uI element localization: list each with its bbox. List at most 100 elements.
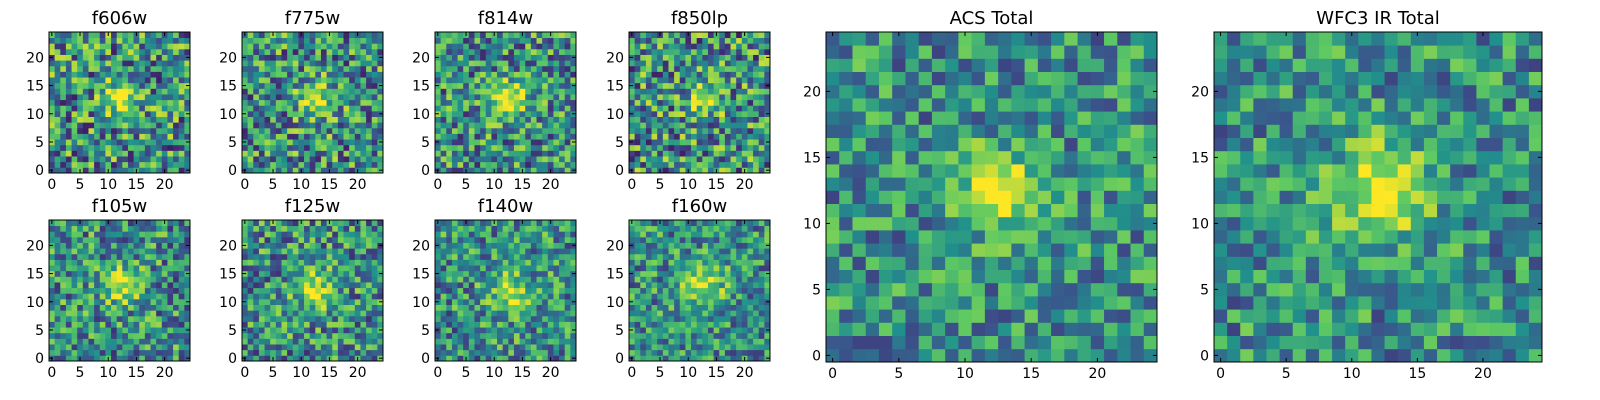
heatmap-cell (457, 276, 464, 283)
heatmap-cell (111, 133, 118, 140)
heatmap-cell (60, 48, 67, 55)
heatmap-cell (519, 259, 526, 266)
heatmap-cell (525, 231, 532, 238)
heatmap-cell (275, 110, 282, 117)
heatmap-cell (691, 60, 698, 67)
heatmap-cell (247, 355, 254, 362)
heatmap-cell (264, 77, 271, 84)
heatmap-cell (758, 287, 765, 294)
heatmap-cell (513, 54, 520, 61)
heatmap-cell (242, 150, 249, 157)
heatmap-cell (298, 65, 305, 72)
heatmap-cell (730, 327, 737, 334)
heatmap-cell (691, 298, 698, 305)
heatmap-cell (111, 167, 118, 174)
heatmap-cell (258, 116, 265, 123)
heatmap-cell (502, 220, 509, 227)
heatmap-cell (753, 144, 760, 151)
heatmap-cell (173, 355, 180, 362)
heatmap-cell (315, 60, 322, 67)
heatmap-cell (88, 77, 95, 84)
heatmap-cell (242, 287, 249, 294)
heatmap-cell (161, 248, 168, 255)
heatmap-cell (530, 150, 537, 157)
heatmap-cell (480, 127, 487, 134)
heatmap-cell (247, 150, 254, 157)
heatmap-cell (679, 77, 686, 84)
heatmap-cell (707, 276, 714, 283)
heatmap-cell (662, 139, 669, 146)
heatmap-cell (553, 122, 560, 129)
heatmap-cell (536, 282, 543, 289)
heatmap-cell (679, 122, 686, 129)
heatmap-cell (337, 276, 344, 283)
heatmap-cell (275, 220, 282, 227)
heatmap-cell (366, 293, 373, 300)
heatmap-cell (287, 94, 294, 101)
heatmap-cell (377, 310, 384, 317)
heatmap-cell (122, 122, 129, 129)
heatmap-cell (474, 116, 481, 123)
x-tick-label: 15 (514, 177, 532, 193)
heatmap-cell (480, 248, 487, 255)
heatmap-cell (707, 133, 714, 140)
heatmap-cell (264, 253, 271, 260)
heatmap-cell (150, 355, 157, 362)
heatmap-cell (480, 225, 487, 232)
heatmap-cell (474, 161, 481, 168)
heatmap-cell (758, 65, 765, 72)
heatmap-cell (99, 99, 106, 106)
heatmap-cell (570, 276, 577, 283)
heatmap-cell (264, 88, 271, 95)
heatmap-cell (542, 248, 549, 255)
heatmap-cell (304, 259, 311, 266)
heatmap-cell (247, 236, 254, 243)
heatmap-cell (122, 77, 129, 84)
heatmap-cell (741, 344, 748, 351)
heatmap-cell (253, 133, 260, 140)
heatmap-cell (156, 99, 163, 106)
heatmap-cell (360, 156, 367, 163)
heatmap-cell (298, 253, 305, 260)
heatmap-cell (65, 355, 72, 362)
heatmap-cell (144, 298, 151, 305)
heatmap-cell (77, 338, 84, 345)
heatmap-cells (242, 220, 384, 362)
heatmap-cell (139, 276, 146, 283)
heatmap-cell (275, 150, 282, 157)
heatmap-cell (377, 220, 384, 227)
x-tick-label: 10 (485, 177, 503, 193)
heatmap-cell (264, 225, 271, 232)
heatmap-cell (343, 122, 350, 129)
heatmap-cell (54, 293, 61, 300)
heatmap-cell (634, 161, 641, 168)
heatmap-cell (144, 116, 151, 123)
heatmap-cell (156, 231, 163, 238)
heatmap-cell (719, 71, 726, 78)
heatmap-cell (536, 225, 543, 232)
heatmap-cell (111, 54, 118, 61)
heatmap-cell (651, 293, 658, 300)
heatmap-cell (270, 236, 277, 243)
heatmap-cell (508, 82, 515, 89)
heatmap-cell (468, 139, 475, 146)
heatmap-cell (167, 242, 174, 249)
heatmap-cell (696, 32, 703, 39)
heatmap-cell (536, 270, 543, 277)
heatmap-cell (570, 127, 577, 134)
heatmap-cell (559, 338, 566, 345)
heatmap-cell (298, 248, 305, 255)
heatmap-cell (474, 71, 481, 78)
heatmap-cell (685, 338, 692, 345)
heatmap-cell (184, 304, 191, 311)
heatmap-cell (54, 110, 61, 117)
heatmap-cell (247, 43, 254, 50)
heatmap-cell (474, 99, 481, 106)
heatmap-cell (764, 71, 771, 78)
heatmap-cell (559, 270, 566, 277)
heatmap-cell (542, 276, 549, 283)
heatmap-cell (264, 105, 271, 112)
heatmap-cell (662, 167, 669, 174)
heatmap-cell (741, 77, 748, 84)
heatmap-cell (54, 127, 61, 134)
